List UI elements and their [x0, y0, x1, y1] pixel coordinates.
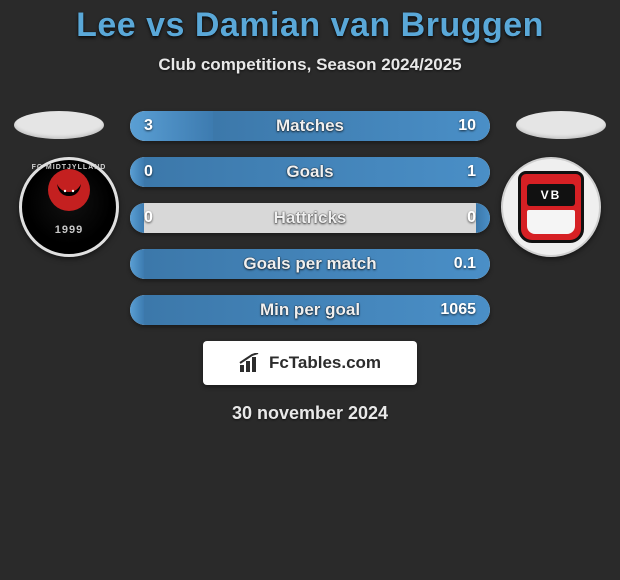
stat-label: Min per goal: [130, 300, 490, 320]
flag-ellipse-right: [516, 111, 606, 139]
stat-row: 1065Min per goal: [130, 295, 490, 325]
stat-label: Hattricks: [130, 208, 490, 228]
stat-row: 01Goals: [130, 157, 490, 187]
crest-year: 1999: [22, 224, 116, 236]
stat-label: Goals per match: [130, 254, 490, 274]
stat-rows: 310Matches 01Goals 00Hattricks 0.1Goals per…: [130, 111, 490, 325]
date-text: 30 november 2024: [0, 403, 620, 424]
comparison-infographic: Lee vs Damian van Bruggen Club competiti…: [0, 0, 620, 424]
stat-label: Matches: [130, 116, 490, 136]
bull-icon: [48, 169, 90, 211]
crest-band-text: VB: [527, 184, 575, 206]
stat-row: 0.1Goals per match: [130, 249, 490, 279]
flag-ellipse-left: [14, 111, 104, 139]
stat-row: 00Hattricks: [130, 203, 490, 233]
site-label: FcTables.com: [269, 353, 381, 373]
shield-icon: VB: [518, 171, 584, 243]
stat-row: 310Matches: [130, 111, 490, 141]
page-title: Lee vs Damian van Bruggen: [0, 6, 620, 45]
stat-label: Goals: [130, 162, 490, 182]
bar-chart-icon: [239, 353, 261, 373]
stats-area: FC MIDTJYLLAND 1999 VB 310Matche: [0, 111, 620, 325]
site-attribution: FcTables.com: [203, 341, 417, 385]
right-team-crest: VB: [501, 157, 601, 257]
left-team-crest: FC MIDTJYLLAND 1999: [19, 157, 119, 257]
subtitle: Club competitions, Season 2024/2025: [0, 55, 620, 75]
